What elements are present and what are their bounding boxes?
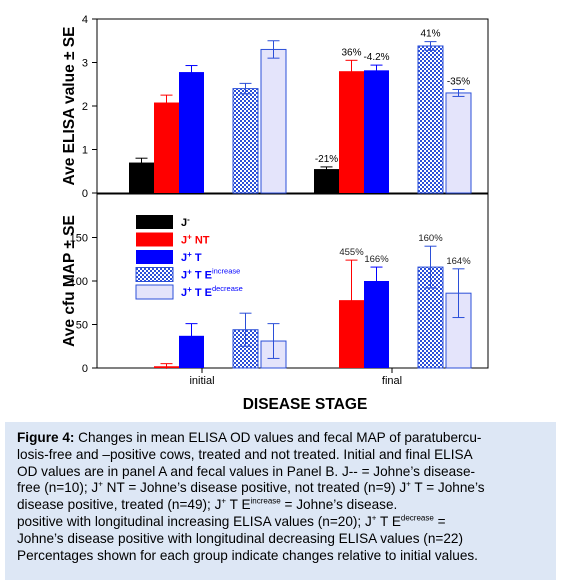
legend-swatch-series-j-neg bbox=[136, 215, 173, 229]
legend-swatch-series-j-te-increase bbox=[135, 267, 174, 282]
bar-series-j-neg bbox=[129, 162, 154, 193]
bar-series-j-te-increase bbox=[232, 88, 259, 194]
legend-label-rest: T E bbox=[192, 287, 212, 299]
legend-label-base: J bbox=[181, 252, 187, 264]
caption-sup: + bbox=[98, 479, 103, 489]
x-tick-label: final bbox=[382, 375, 402, 387]
caption-sup: + bbox=[406, 479, 411, 489]
caption-text: T E bbox=[226, 497, 251, 513]
caption-line: OD values are in panel A and fecal value… bbox=[17, 463, 476, 479]
legend-label-rest: T E bbox=[192, 270, 212, 282]
percent-annotation: -4.2% bbox=[363, 52, 389, 63]
y-tick-label: 0 bbox=[82, 188, 88, 200]
caption-text: T E bbox=[376, 513, 401, 529]
panel-a: 0 1 2 3 4 Ave ELISA value ± SE -21% 36% -4.2% 41%… bbox=[61, 14, 489, 200]
bar-series-j-nt bbox=[154, 102, 179, 193]
x-tick-label: initial bbox=[189, 375, 214, 387]
legend-label-sup: + bbox=[187, 250, 192, 259]
caption-text: T = Johne’s bbox=[410, 480, 485, 496]
legend-swatch-series-j-t bbox=[136, 250, 173, 264]
y-tick-label: 2 bbox=[82, 101, 88, 113]
percent-annotation: -35% bbox=[447, 76, 470, 87]
y-tick-label: 1 bbox=[82, 145, 88, 157]
bar-series-j-nt bbox=[339, 71, 364, 193]
caption-text: = bbox=[433, 513, 446, 529]
figure-caption: Figure 4: Changes in mean ELISA OD value… bbox=[5, 422, 556, 580]
y-tick-label: 0 bbox=[82, 363, 88, 375]
caption-line: free (n=10); J+ NT = Johne’s disease pos… bbox=[17, 480, 546, 497]
caption-text: = Johne’s disease. bbox=[280, 497, 398, 513]
legend-swatch-series-j-nt bbox=[136, 232, 173, 247]
caption-text: Changes in mean ELISA OD values and feca… bbox=[74, 430, 482, 445]
percent-annotation: -21% bbox=[315, 154, 338, 165]
percent-annotation: 455% bbox=[339, 247, 364, 258]
legend-label: J+ T Eincrease bbox=[181, 267, 240, 282]
legend-label-rest: T bbox=[192, 252, 202, 264]
percent-annotation: 41% bbox=[420, 29, 440, 40]
x-axis-label: DISEASE STAGE bbox=[243, 396, 368, 413]
caption-title: Figure 4: bbox=[17, 430, 75, 445]
legend-label-base: J bbox=[181, 270, 187, 282]
bar-series-j-t bbox=[364, 70, 389, 193]
caption-line: positive with longitudinal increasing EL… bbox=[17, 514, 546, 531]
bar-series-j-te-decrease bbox=[445, 92, 472, 194]
percent-annotation: 36% bbox=[341, 47, 361, 58]
bar-series-j-neg bbox=[314, 169, 339, 193]
caption-text: free (n=10); J bbox=[17, 480, 99, 496]
legend-label: J+ T bbox=[181, 250, 202, 264]
legend-label: J- bbox=[181, 215, 190, 229]
figure-4-chart: 0 1 2 3 4 Ave ELISA value ± SE -21% 36% -4.2% 41%… bbox=[61, 14, 489, 413]
y-tick-label: 100 bbox=[70, 276, 88, 288]
legend-label-sup: - bbox=[187, 215, 190, 224]
caption-line: losis-free and –positive cows, treated a… bbox=[17, 446, 473, 462]
legend-label: J+ NT bbox=[181, 233, 210, 247]
legend-label-sup: + bbox=[187, 268, 192, 277]
bar-series-j-t bbox=[179, 72, 204, 193]
caption-sup: decrease bbox=[400, 513, 434, 523]
legend-label-rest: NT bbox=[192, 235, 210, 247]
legend-label-sup2: decrease bbox=[212, 284, 243, 293]
percent-annotation: 160% bbox=[418, 233, 443, 244]
caption-line: disease positive, treated (n=49); J+ T E… bbox=[17, 497, 546, 514]
percent-annotation: 166% bbox=[364, 254, 389, 265]
legend-label: J+ T Edecrease bbox=[181, 284, 243, 299]
legend-label-base: J bbox=[181, 235, 187, 247]
y-tick-label: 4 bbox=[82, 14, 88, 26]
caption-sup: + bbox=[221, 496, 227, 506]
legend-swatch-series-j-te-decrease bbox=[135, 284, 174, 300]
y-axis-label: Ave cfu MAP ± SE bbox=[61, 215, 78, 347]
y-axis-label: Ave ELISA value ± SE bbox=[61, 27, 78, 186]
caption-sup: increase bbox=[250, 496, 281, 506]
percent-annotation: 164% bbox=[446, 256, 471, 267]
caption-sup: + bbox=[371, 513, 377, 523]
y-tick-label: 150 bbox=[70, 233, 88, 245]
y-tick-label: 3 bbox=[82, 58, 88, 70]
bar-series-j-t bbox=[364, 281, 389, 368]
caption-text: disease positive, treated (n=49); J bbox=[17, 497, 222, 513]
legend-label-sup2: increase bbox=[212, 267, 240, 276]
caption-line: Johne’s disease positive with longitudin… bbox=[17, 530, 463, 546]
bar-series-j-te-decrease bbox=[260, 48, 287, 194]
caption-line: Percentages shown for each group indicat… bbox=[17, 547, 478, 563]
legend-label-base: J bbox=[181, 217, 187, 229]
legend-label-base: J bbox=[181, 287, 187, 299]
legend-label-sup: + bbox=[187, 285, 192, 294]
caption-text: positive with longitudinal increasing EL… bbox=[17, 513, 372, 529]
caption-line: Figure 4: Changes in mean ELISA OD value… bbox=[17, 430, 546, 447]
legend-label-sup: + bbox=[187, 233, 192, 242]
bar-series-j-te-increase bbox=[417, 45, 444, 194]
y-tick-label: 50 bbox=[76, 320, 88, 332]
caption-text: NT = Johne’s disease positive, not treat… bbox=[102, 480, 407, 496]
